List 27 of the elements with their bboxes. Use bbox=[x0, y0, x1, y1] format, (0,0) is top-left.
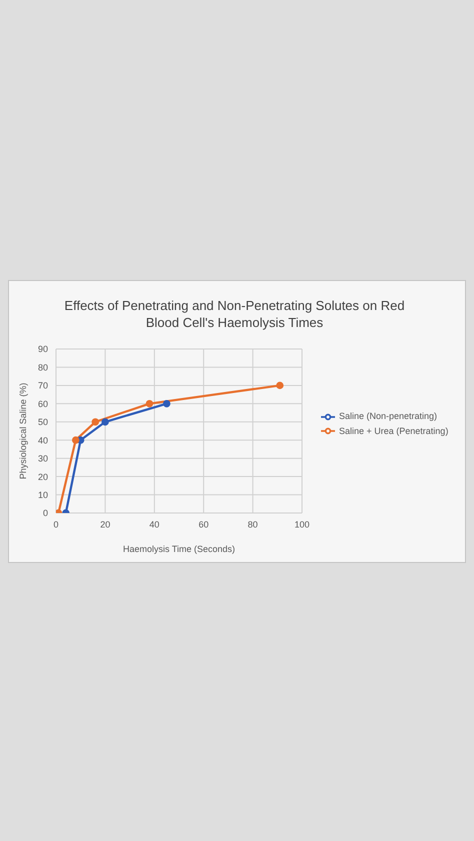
y-tick-label: 90 bbox=[38, 344, 48, 354]
y-tick-label: 0 bbox=[42, 508, 48, 518]
y-tick-label: 80 bbox=[38, 362, 48, 372]
x-tick-label: 0 bbox=[53, 519, 59, 530]
x-tick-label: 20 bbox=[100, 519, 110, 530]
point bbox=[72, 436, 80, 444]
point bbox=[276, 382, 284, 390]
x-axis-title: Haemolysis Time (Seconds) bbox=[122, 544, 236, 554]
y-tick-label: 60 bbox=[38, 398, 48, 409]
y-tick-label: 30 bbox=[38, 454, 48, 464]
legend-label: Saline + Urea (Penetrating) bbox=[339, 426, 448, 436]
y-tick-label: 40 bbox=[38, 435, 48, 446]
point bbox=[102, 418, 109, 426]
y-axis-title: Physiological Saline (%) bbox=[18, 382, 28, 480]
point bbox=[92, 418, 100, 426]
point bbox=[146, 400, 154, 408]
x-tick-label: 100 bbox=[294, 519, 310, 530]
y-tick-label: 20 bbox=[38, 472, 48, 482]
legend-label: Saline (Non-penetrating) bbox=[339, 411, 438, 421]
y-tick-label: 10 bbox=[38, 490, 48, 500]
x-tick-label: 80 bbox=[248, 519, 258, 530]
chart-title: Effects of Penetrating and Non-Penetrating Solutes on Red Blood Cell's Haemolysis Times bbox=[63, 297, 406, 331]
x-tick-label: 40 bbox=[149, 519, 160, 530]
y-tick-label: 50 bbox=[38, 417, 48, 428]
y-tick-label: 70 bbox=[38, 380, 48, 391]
x-tick-label: 60 bbox=[198, 519, 209, 530]
point bbox=[163, 400, 170, 408]
